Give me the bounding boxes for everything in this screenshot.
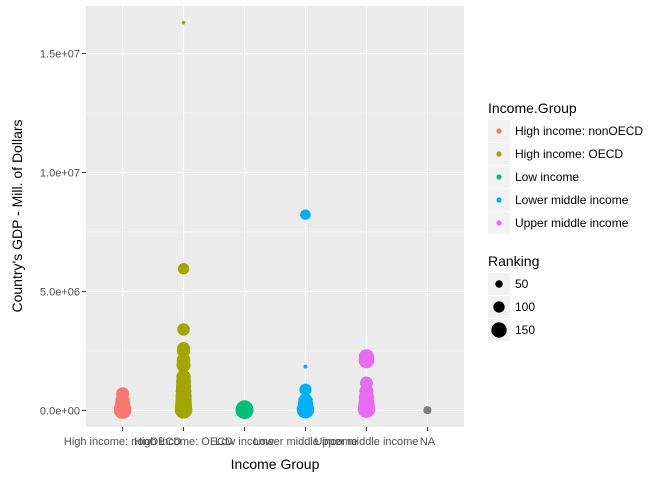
y-tick-label: 5.0e+06: [40, 286, 80, 298]
size-legend-swatch: [495, 280, 503, 288]
color-legend-swatch: [496, 197, 502, 203]
data-point: [174, 401, 193, 419]
size-legend-swatch: [493, 301, 505, 313]
color-legend-label: Low income: [515, 170, 579, 184]
data-point: [176, 344, 191, 358]
data-point: [235, 401, 254, 420]
color-legend-title: Income.Group: [488, 100, 577, 116]
plot-panel: [86, 6, 464, 427]
y-tick-label: 1.5e+07: [40, 49, 80, 61]
y-tick-label: 0.0e+00: [40, 405, 80, 417]
color-legend-label: High income: OECD: [515, 147, 623, 161]
data-point: [300, 209, 311, 220]
x-tick-label: Upper middle income: [314, 436, 418, 448]
color-legend-label: Lower middle income: [515, 193, 629, 207]
data-point: [177, 263, 190, 275]
size-legend-label: 100: [515, 300, 535, 314]
data-point: [299, 383, 312, 396]
color-legend-swatch: [496, 174, 502, 180]
x-tick-label: High income: nonOECD: [64, 436, 181, 448]
color-legend-swatch: [496, 151, 502, 157]
data-point: [113, 401, 132, 419]
color-legend-label: High income: nonOECD: [515, 124, 643, 138]
size-legend-label: 150: [515, 323, 535, 337]
data-point: [296, 400, 315, 419]
size-legend-label: 50: [515, 277, 529, 291]
y-axis-title: Country's GDP - Mill. of Dollars: [9, 119, 25, 312]
size-legend-swatch: [491, 322, 507, 338]
size-legend-title: Ranking: [488, 253, 539, 269]
data-point: [357, 400, 376, 418]
color-legend-label: Upper middle income: [515, 216, 629, 230]
color-legend: Income.Group High income: nonOECD High in…: [488, 100, 643, 234]
data-point: [176, 358, 191, 373]
size-legend: Ranking 50 100 150: [488, 253, 539, 341]
data-point: [358, 352, 375, 369]
y-axis: 0.0e+00 5.0e+06 1.0e+07 1.5e+07: [40, 49, 86, 417]
x-axis-title: Income Group: [231, 456, 320, 472]
x-tick-label: Low income: [215, 436, 274, 448]
data-points: [113, 20, 432, 420]
data-point: [181, 20, 186, 25]
x-tick-label: High income: OECD: [134, 436, 233, 448]
grid-lines: [86, 6, 464, 427]
color-legend-swatch: [496, 220, 502, 226]
data-point: [303, 364, 308, 369]
y-tick-label: 1.0e+07: [40, 167, 80, 179]
data-point: [423, 406, 432, 415]
color-legend-swatch: [496, 128, 502, 134]
data-point: [177, 323, 190, 336]
x-tick-label: NA: [420, 436, 436, 448]
x-tick-label: Lower middle income: [254, 436, 358, 448]
